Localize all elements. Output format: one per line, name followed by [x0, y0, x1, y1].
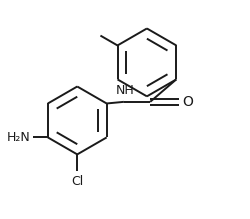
Text: Cl: Cl [71, 175, 84, 188]
Text: NH: NH [116, 84, 134, 97]
Text: H₂N: H₂N [6, 131, 30, 144]
Text: O: O [182, 95, 194, 109]
